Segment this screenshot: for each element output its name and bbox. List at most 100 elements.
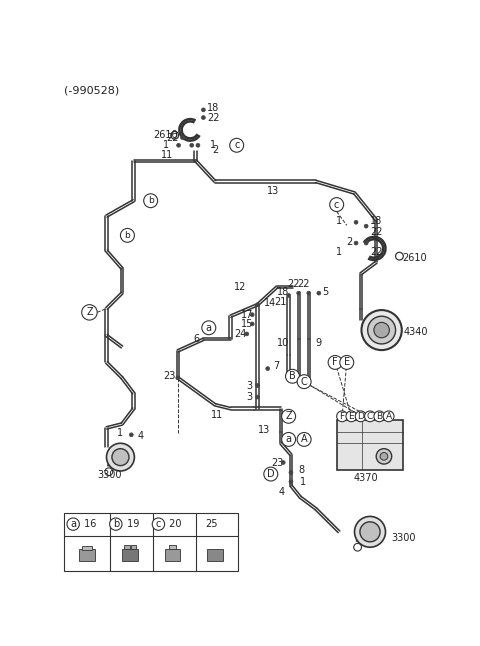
Circle shape bbox=[177, 143, 180, 147]
Text: 13: 13 bbox=[258, 425, 270, 435]
Circle shape bbox=[365, 411, 375, 422]
Text: a: a bbox=[206, 323, 212, 333]
Text: c: c bbox=[234, 140, 240, 151]
Text: 10: 10 bbox=[277, 338, 289, 348]
Text: 18: 18 bbox=[277, 287, 289, 297]
Circle shape bbox=[256, 303, 260, 307]
Text: Z: Z bbox=[86, 307, 93, 317]
Circle shape bbox=[297, 375, 311, 389]
Text: 22: 22 bbox=[287, 279, 300, 289]
Text: (-990528): (-990528) bbox=[64, 85, 119, 95]
Circle shape bbox=[361, 310, 402, 350]
Text: A: A bbox=[385, 412, 392, 421]
Text: B: B bbox=[289, 371, 296, 381]
Circle shape bbox=[360, 522, 380, 542]
Circle shape bbox=[250, 313, 254, 317]
Text: 2610: 2610 bbox=[402, 253, 426, 263]
Circle shape bbox=[202, 108, 205, 112]
Circle shape bbox=[281, 461, 285, 464]
Circle shape bbox=[266, 367, 270, 371]
Text: 19: 19 bbox=[123, 519, 139, 529]
Bar bbox=[337, 420, 403, 470]
Circle shape bbox=[202, 116, 205, 120]
Text: 2610: 2610 bbox=[153, 130, 178, 140]
Text: F: F bbox=[339, 412, 345, 421]
Circle shape bbox=[354, 220, 358, 224]
Bar bbox=[124, 545, 130, 548]
Circle shape bbox=[380, 452, 388, 460]
Text: 24: 24 bbox=[234, 329, 247, 339]
Circle shape bbox=[289, 470, 293, 474]
Text: 22: 22 bbox=[370, 247, 383, 257]
Circle shape bbox=[374, 411, 385, 422]
Text: D: D bbox=[267, 469, 275, 479]
Bar bbox=[79, 548, 95, 561]
Text: 1: 1 bbox=[117, 428, 123, 438]
Bar bbox=[165, 548, 180, 561]
Text: 18: 18 bbox=[207, 103, 219, 113]
Circle shape bbox=[180, 136, 184, 140]
Text: B: B bbox=[376, 412, 383, 421]
Text: 22: 22 bbox=[207, 112, 220, 123]
Text: 2: 2 bbox=[213, 145, 219, 155]
Text: 9: 9 bbox=[316, 338, 322, 348]
Circle shape bbox=[355, 516, 385, 547]
Text: 11: 11 bbox=[211, 410, 223, 420]
Bar bbox=[168, 545, 176, 548]
Text: C: C bbox=[301, 377, 308, 387]
Text: A: A bbox=[301, 434, 307, 444]
Circle shape bbox=[196, 143, 200, 147]
Text: a: a bbox=[70, 519, 76, 529]
Circle shape bbox=[282, 432, 296, 446]
Text: 1: 1 bbox=[210, 140, 216, 151]
Text: 2: 2 bbox=[346, 236, 352, 247]
Circle shape bbox=[109, 518, 122, 530]
Text: 4340: 4340 bbox=[403, 327, 428, 337]
Text: 7: 7 bbox=[273, 361, 279, 371]
Circle shape bbox=[297, 291, 300, 295]
Text: 25: 25 bbox=[205, 519, 217, 529]
Text: a: a bbox=[286, 434, 292, 444]
Text: 13: 13 bbox=[267, 187, 279, 196]
Circle shape bbox=[336, 411, 348, 422]
Circle shape bbox=[282, 410, 296, 423]
Text: 3: 3 bbox=[246, 380, 252, 391]
Text: E: E bbox=[344, 357, 350, 368]
Circle shape bbox=[364, 224, 368, 228]
Bar bbox=[207, 548, 223, 561]
Circle shape bbox=[256, 395, 260, 399]
Circle shape bbox=[202, 321, 216, 335]
Text: 11: 11 bbox=[161, 149, 173, 160]
Circle shape bbox=[383, 411, 394, 422]
Circle shape bbox=[330, 198, 344, 211]
Circle shape bbox=[67, 518, 79, 530]
Text: 1: 1 bbox=[336, 216, 342, 225]
Circle shape bbox=[376, 449, 392, 464]
Circle shape bbox=[190, 143, 194, 147]
Text: 23: 23 bbox=[163, 371, 176, 381]
Circle shape bbox=[130, 433, 133, 437]
Text: b: b bbox=[124, 231, 130, 240]
Text: E: E bbox=[348, 412, 354, 421]
Circle shape bbox=[120, 229, 134, 242]
Text: 23: 23 bbox=[271, 457, 283, 468]
Circle shape bbox=[82, 305, 97, 320]
Text: 22: 22 bbox=[297, 279, 310, 289]
Circle shape bbox=[264, 467, 278, 481]
Text: C: C bbox=[367, 412, 373, 421]
Circle shape bbox=[245, 332, 249, 336]
Circle shape bbox=[317, 291, 321, 295]
Text: 4: 4 bbox=[137, 432, 144, 441]
Circle shape bbox=[256, 384, 260, 388]
Circle shape bbox=[307, 291, 311, 295]
Circle shape bbox=[289, 480, 293, 484]
Bar bbox=[131, 545, 136, 548]
Text: c: c bbox=[334, 200, 339, 209]
Circle shape bbox=[346, 411, 357, 422]
Text: 1: 1 bbox=[163, 140, 169, 151]
Text: c: c bbox=[156, 519, 161, 529]
Text: 20: 20 bbox=[166, 519, 181, 529]
Circle shape bbox=[107, 443, 134, 471]
Text: 22: 22 bbox=[370, 227, 383, 236]
Circle shape bbox=[340, 355, 354, 370]
